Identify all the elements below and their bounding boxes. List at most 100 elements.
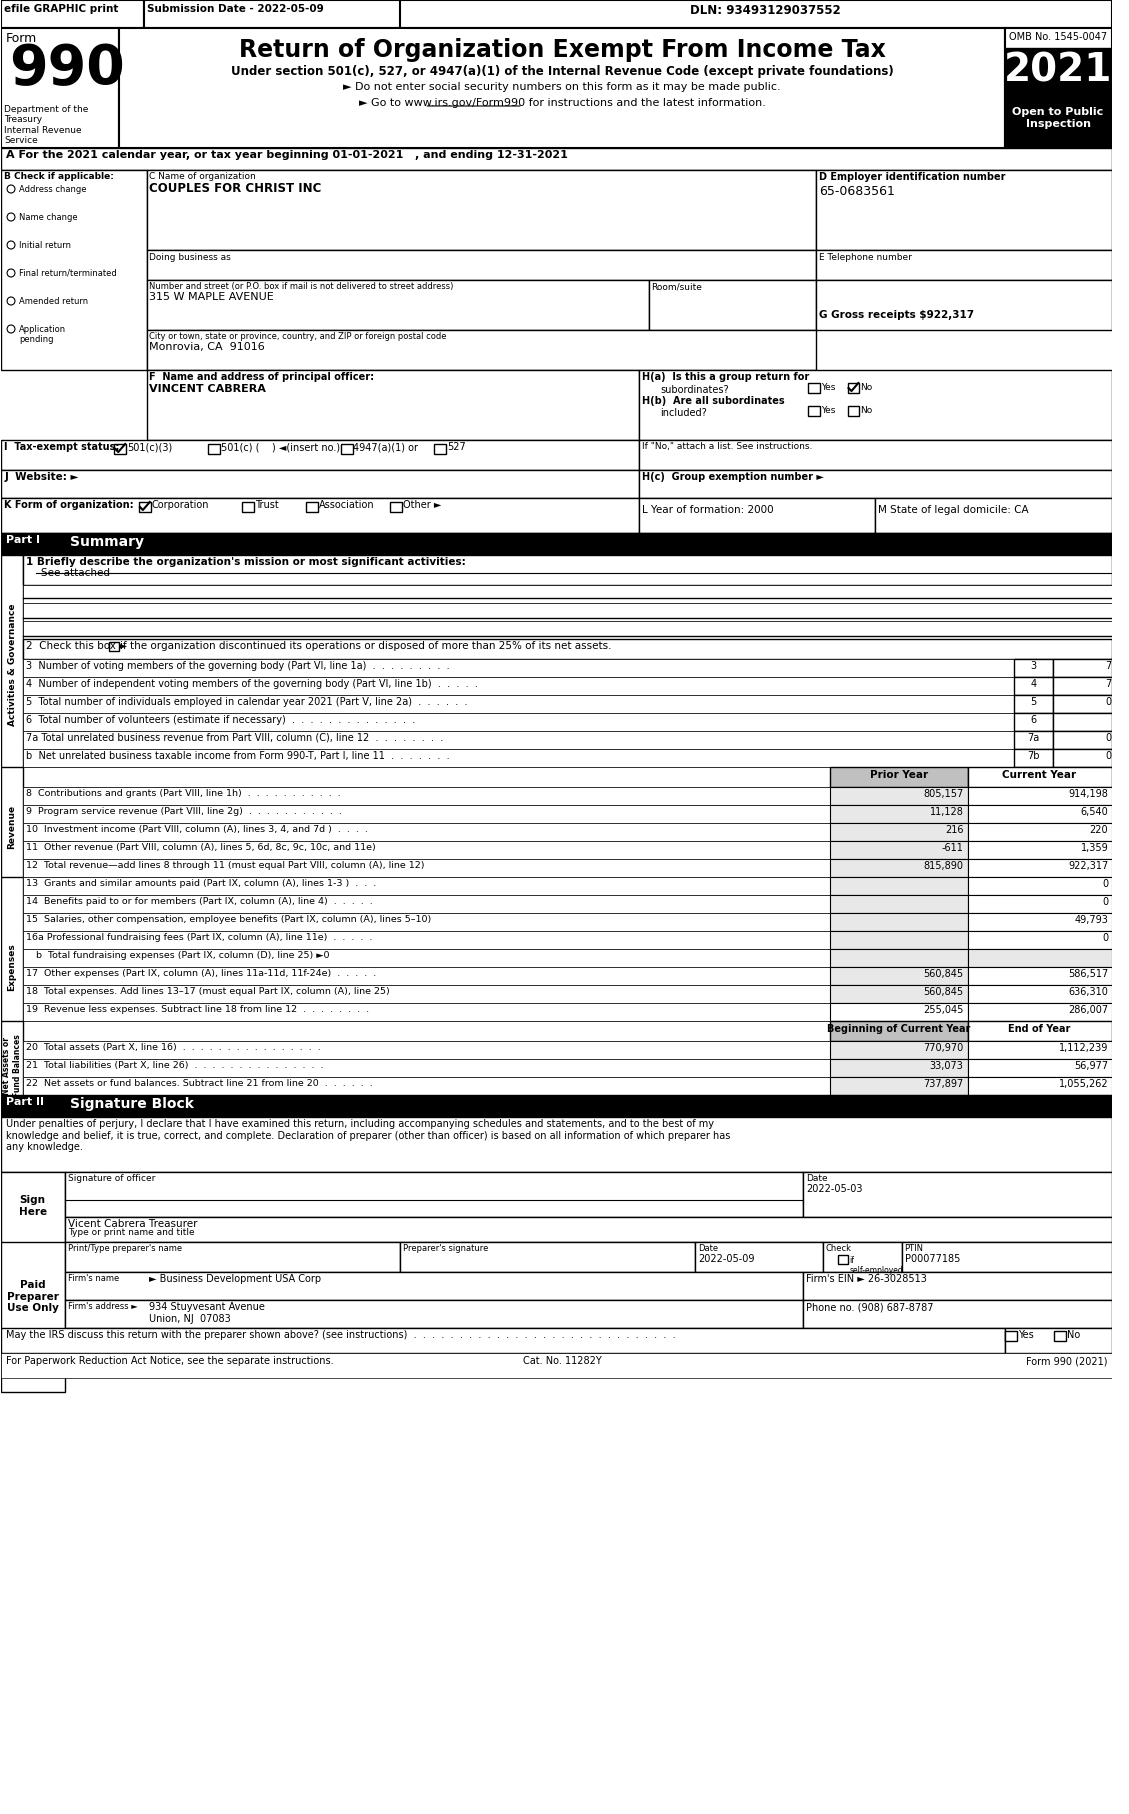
Bar	[23, 713, 1014, 731]
Text: 0: 0	[1102, 932, 1109, 943]
Text: 560,845: 560,845	[924, 969, 964, 980]
Bar	[968, 860, 1112, 876]
Bar	[1, 1117, 1112, 1172]
Bar	[968, 949, 1112, 967]
Bar	[830, 1078, 968, 1096]
Bar	[23, 949, 830, 967]
Bar	[23, 749, 1014, 767]
Bar	[639, 470, 1112, 499]
Bar	[803, 1172, 1112, 1217]
Bar	[1053, 677, 1112, 695]
Bar	[1, 876, 23, 1058]
Bar	[968, 805, 1112, 824]
Bar	[147, 279, 649, 330]
Bar	[830, 767, 968, 787]
Text: 6,540: 6,540	[1080, 807, 1109, 816]
Text: Under section 501(c), 527, or 4947(a)(1) of the Internal Revenue Code (except pr: Under section 501(c), 527, or 4947(a)(1)…	[230, 65, 893, 78]
Text: 3  Number of voting members of the governing body (Part VI, line 1a)  .  .  .  .: 3 Number of voting members of the govern…	[26, 660, 449, 671]
Text: Initial return: Initial return	[19, 241, 71, 250]
Text: No: No	[860, 383, 873, 392]
Bar	[968, 842, 1112, 860]
Text: 0: 0	[1102, 896, 1109, 907]
Bar	[968, 1003, 1112, 1021]
Text: 805,157: 805,157	[924, 789, 964, 798]
Bar	[848, 406, 859, 415]
Text: City or town, state or province, country, and ZIP or foreign postal code: City or town, state or province, country…	[149, 332, 446, 341]
Bar	[23, 639, 1112, 658]
Bar	[968, 1059, 1112, 1078]
Bar	[23, 1059, 830, 1078]
Text: Phone no. (908) 687-8787: Phone no. (908) 687-8787	[806, 1302, 934, 1312]
Bar	[341, 444, 352, 454]
Text: 2022-05-03: 2022-05-03	[806, 1185, 863, 1194]
Text: 914,198: 914,198	[1068, 789, 1109, 798]
Bar	[139, 502, 151, 512]
Text: 33,073: 33,073	[930, 1061, 964, 1070]
Text: Submission Date - 2022-05-09: Submission Date - 2022-05-09	[147, 4, 324, 15]
Text: Yes: Yes	[821, 406, 835, 415]
Text: 18  Total expenses. Add lines 13–17 (must equal Part IX, column (A), line 25): 18 Total expenses. Add lines 13–17 (must…	[26, 987, 390, 996]
Bar	[23, 805, 830, 824]
Text: 220: 220	[1089, 825, 1109, 834]
Bar	[1, 149, 1112, 171]
Bar	[1005, 47, 1112, 103]
Bar	[695, 1243, 823, 1272]
Text: 8  Contributions and grants (Part VIII, line 1h)  .  .  .  .  .  .  .  .  .  .  : 8 Contributions and grants (Part VIII, l…	[26, 789, 341, 798]
Bar	[1005, 27, 1112, 149]
Text: Number and street (or P.O. box if mail is not delivered to street address): Number and street (or P.O. box if mail i…	[149, 281, 453, 290]
Bar	[968, 912, 1112, 931]
Text: D Employer identification number: D Employer identification number	[819, 172, 1006, 181]
Bar	[1053, 658, 1112, 677]
Bar	[968, 1078, 1112, 1096]
Text: Corporation: Corporation	[151, 501, 209, 510]
Bar	[1014, 749, 1053, 767]
Bar	[23, 787, 830, 805]
Text: Address change: Address change	[19, 185, 87, 194]
Bar	[830, 1021, 968, 1041]
Bar	[65, 1301, 803, 1328]
Text: For Paperwork Reduction Act Notice, see the separate instructions.: For Paperwork Reduction Act Notice, see …	[6, 1357, 334, 1366]
Bar	[1, 555, 23, 775]
Text: if
self-employed: if self-employed	[849, 1255, 903, 1275]
Bar	[435, 444, 446, 454]
Bar	[639, 441, 1112, 470]
Bar	[968, 967, 1112, 985]
Text: Beginning of Current Year: Beginning of Current Year	[828, 1023, 971, 1034]
Text: Type or print name and title: Type or print name and title	[68, 1228, 194, 1237]
Text: 0: 0	[1105, 751, 1111, 762]
Bar	[1053, 749, 1112, 767]
Text: 4  Number of independent voting members of the governing body (Part VI, line 1b): 4 Number of independent voting members o…	[26, 678, 478, 689]
Bar	[1053, 695, 1112, 713]
Bar	[816, 279, 1112, 330]
Bar	[649, 279, 816, 330]
Bar	[23, 985, 830, 1003]
Text: 1,359: 1,359	[1080, 844, 1109, 853]
Bar	[830, 967, 968, 985]
Bar	[23, 677, 1014, 695]
Text: Yes: Yes	[821, 383, 835, 392]
Text: 586,517: 586,517	[1068, 969, 1109, 980]
Bar	[830, 931, 968, 949]
Text: G Gross receipts $922,317: G Gross receipts $922,317	[819, 310, 974, 319]
Text: Vicent Cabrera Treasurer: Vicent Cabrera Treasurer	[68, 1219, 198, 1230]
Text: 21  Total liabilities (Part X, line 26)  .  .  .  .  .  .  .  .  .  .  .  .  .  : 21 Total liabilities (Part X, line 26) .…	[26, 1061, 323, 1070]
Text: 990: 990	[9, 42, 125, 96]
Text: Prior Year: Prior Year	[869, 769, 928, 780]
Text: End of Year: End of Year	[1008, 1023, 1070, 1034]
Bar	[390, 502, 402, 512]
Text: 17  Other expenses (Part IX, column (A), lines 11a-11d, 11f-24e)  .  .  .  .  .: 17 Other expenses (Part IX, column (A), …	[26, 969, 376, 978]
Text: Current Year: Current Year	[1003, 769, 1076, 780]
Bar	[803, 1272, 1112, 1301]
Bar	[65, 1172, 803, 1217]
Text: 7b: 7b	[1027, 751, 1040, 762]
Bar	[968, 894, 1112, 912]
Bar	[65, 1217, 1112, 1243]
Text: F  Name and address of principal officer:: F Name and address of principal officer:	[149, 372, 374, 383]
Text: ► Go to www.irs.gov/Form990 for instructions and the latest information.: ► Go to www.irs.gov/Form990 for instruct…	[359, 98, 765, 109]
Bar	[23, 912, 830, 931]
Bar	[838, 1255, 848, 1264]
Text: L Year of formation: 2000: L Year of formation: 2000	[642, 504, 773, 515]
Bar	[23, 967, 830, 985]
Text: Room/suite: Room/suite	[650, 281, 701, 290]
Text: b  Total fundraising expenses (Part IX, column (D), line 25) ►0: b Total fundraising expenses (Part IX, c…	[36, 951, 330, 960]
